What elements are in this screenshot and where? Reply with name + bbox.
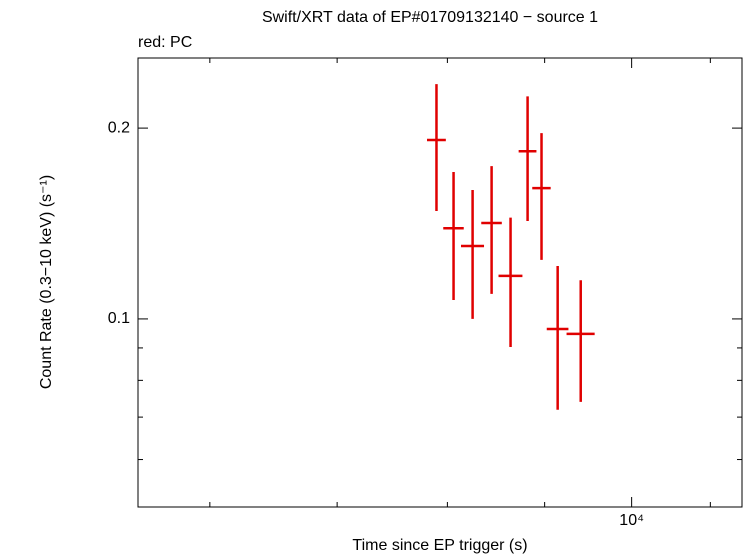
y-axis-label: Count Rate (0.3−10 keV) (s⁻¹) xyxy=(38,175,55,389)
y-tick-label: 0.1 xyxy=(108,310,130,327)
subtitle: red: PC xyxy=(138,34,192,51)
plot-frame xyxy=(137,57,743,508)
x-axis-label: Time since EP trigger (s) xyxy=(352,537,527,554)
chart-title: Swift/XRT data of EP#01709132140 − sourc… xyxy=(262,9,598,26)
y-tick-label: 0.2 xyxy=(108,119,130,136)
x-tick-label: 10⁴ xyxy=(619,512,644,529)
